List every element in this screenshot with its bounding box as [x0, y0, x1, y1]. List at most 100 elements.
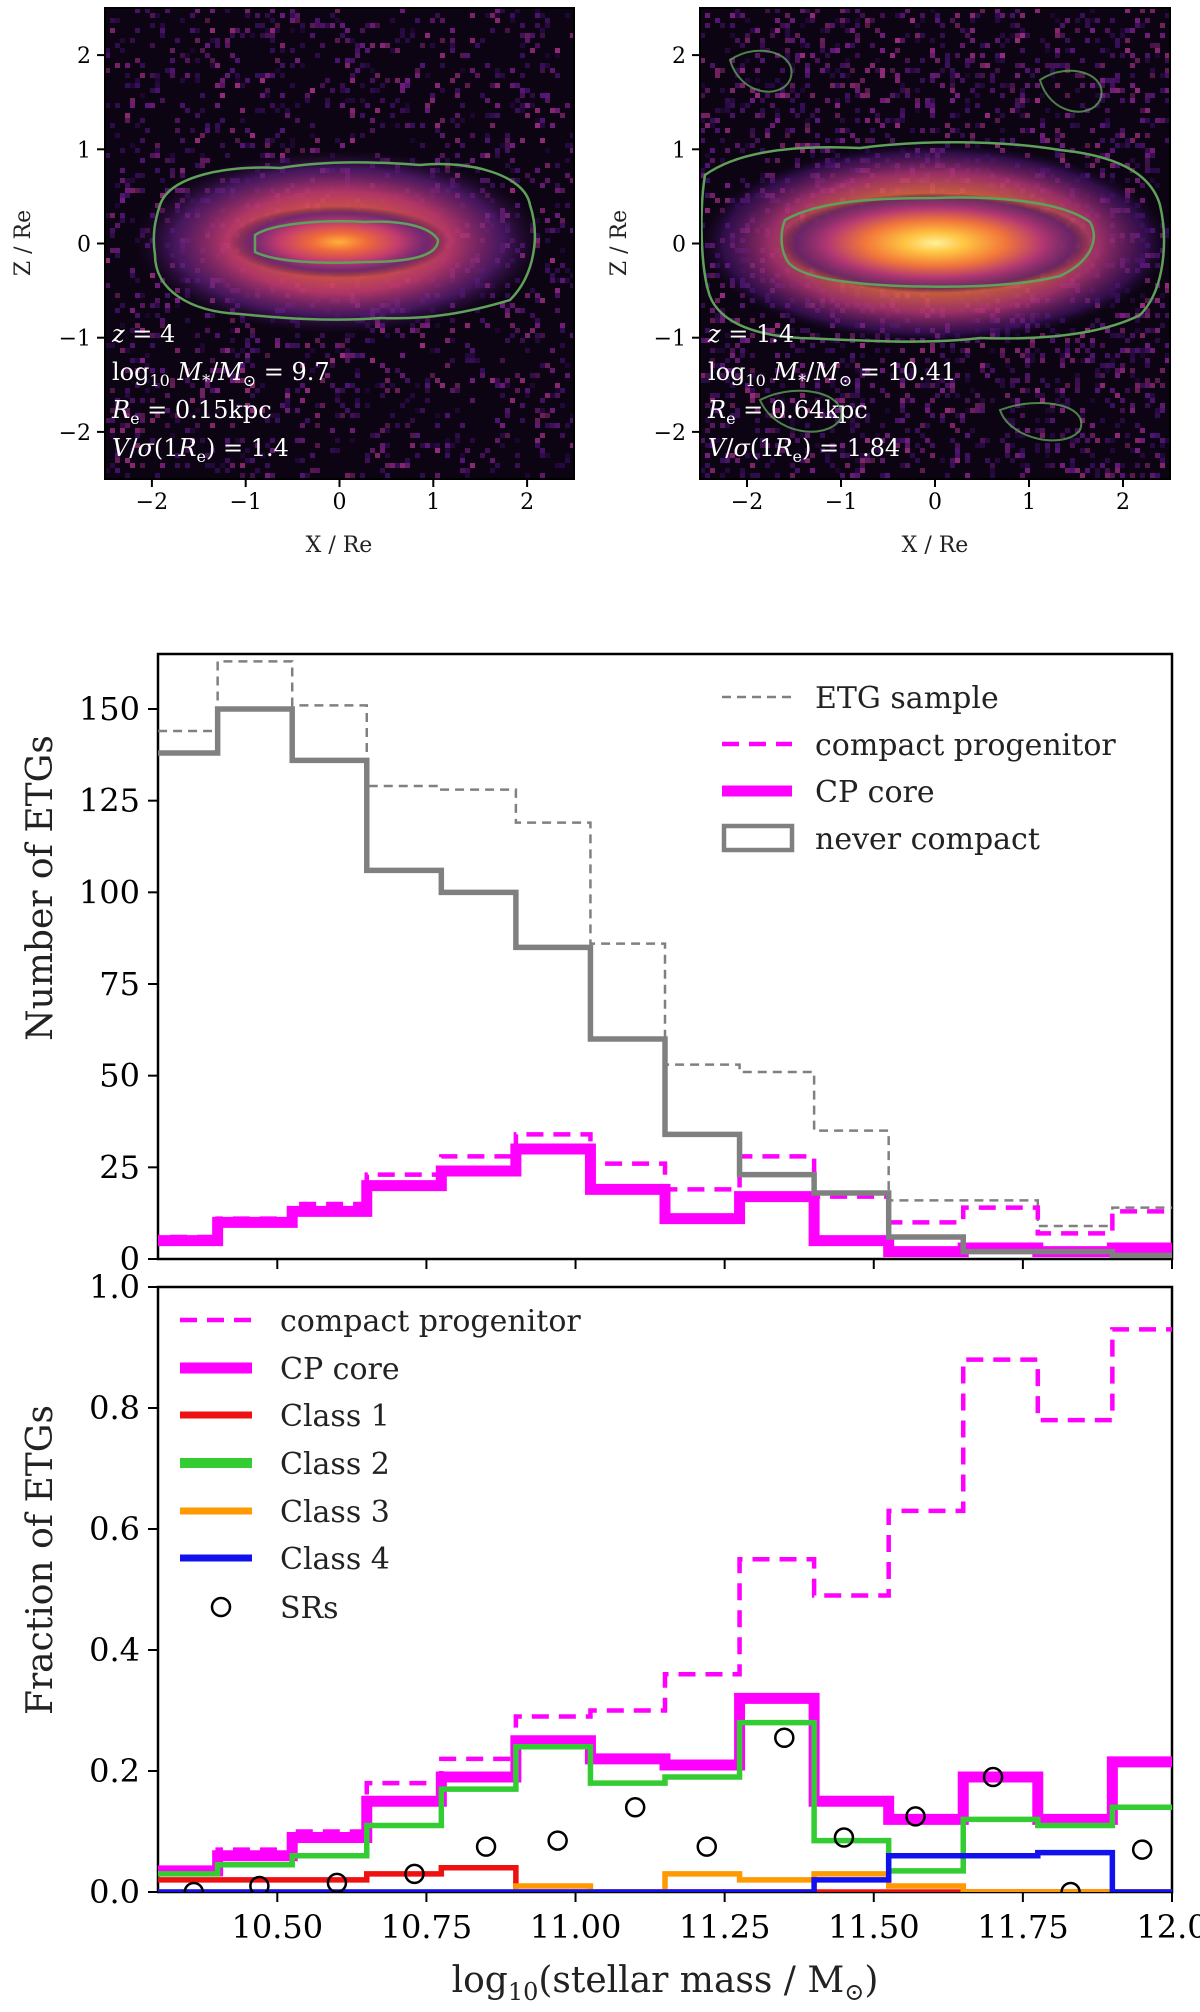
noise-pixel — [265, 418, 270, 423]
noise-pixel — [1040, 428, 1045, 433]
noise-pixel — [740, 83, 745, 88]
noise-pixel — [355, 388, 360, 393]
noise-pixel — [200, 393, 205, 398]
hist-fraction-series — [158, 1327, 1172, 1892]
noise-pixel — [1110, 363, 1115, 368]
noise-pixel — [1160, 458, 1165, 463]
noise-pixel — [760, 313, 765, 318]
noise-pixel — [935, 73, 940, 78]
noise-pixel — [725, 128, 730, 133]
noise-pixel — [300, 373, 305, 378]
noise-pixel — [1065, 348, 1070, 353]
noise-pixel — [385, 378, 390, 383]
noise-pixel — [905, 428, 910, 433]
noise-pixel — [455, 438, 460, 443]
noise-pixel — [880, 423, 885, 428]
noise-pixel — [240, 463, 245, 468]
noise-pixel — [515, 373, 520, 378]
noise-pixel — [915, 108, 920, 113]
noise-pixel — [840, 448, 845, 453]
noise-pixel — [1115, 78, 1120, 83]
noise-pixel — [500, 423, 505, 428]
noise-pixel — [1000, 93, 1005, 98]
noise-pixel — [560, 278, 565, 283]
hist-fraction-frame — [156, 1285, 1174, 1894]
noise-pixel — [1160, 368, 1165, 373]
noise-pixel — [800, 433, 805, 438]
noise-pixel — [305, 418, 310, 423]
noise-pixel — [130, 343, 135, 348]
noise-pixel — [850, 358, 855, 363]
noise-pixel — [365, 453, 370, 458]
noise-pixel — [1160, 23, 1165, 28]
noise-pixel — [1100, 83, 1105, 88]
noise-pixel — [760, 58, 765, 63]
noise-pixel — [825, 413, 830, 418]
noise-pixel — [290, 13, 295, 18]
noise-pixel — [275, 68, 280, 73]
noise-pixel — [985, 458, 990, 463]
noise-pixel — [545, 263, 550, 268]
noise-pixel — [790, 38, 795, 43]
noise-pixel — [1160, 73, 1165, 78]
noise-pixel — [1005, 443, 1010, 448]
noise-pixel — [785, 53, 790, 58]
noise-pixel — [130, 448, 135, 453]
noise-pixel — [1135, 378, 1140, 383]
noise-pixel — [965, 63, 970, 68]
noise-pixel — [815, 378, 820, 383]
noise-pixel — [755, 68, 760, 73]
noise-pixel — [525, 473, 530, 478]
noise-pixel — [1015, 348, 1020, 353]
noise-pixel — [1000, 33, 1005, 38]
legend-bottom-cpcore: CP core — [280, 1352, 400, 1387]
noise-pixel — [300, 23, 305, 28]
noise-pixel — [1045, 408, 1050, 413]
noise-pixel — [380, 98, 385, 103]
noise-pixel — [925, 438, 930, 443]
noise-pixel — [155, 153, 160, 158]
y-tick-label: 0.4 — [89, 1631, 140, 1669]
noise-pixel — [860, 13, 865, 18]
noise-pixel — [1005, 393, 1010, 398]
noise-pixel — [990, 463, 995, 468]
noise-pixel — [935, 393, 940, 398]
noise-pixel — [825, 138, 830, 143]
noise-pixel — [395, 423, 400, 428]
noise-pixel — [315, 423, 320, 428]
noise-pixel — [440, 133, 445, 138]
noise-pixel — [725, 458, 730, 463]
contour-right-outer — [700, 140, 1166, 343]
noise-pixel — [565, 423, 570, 428]
noise-pixel — [935, 378, 940, 383]
noise-pixel — [1125, 28, 1130, 33]
noise-pixel — [330, 428, 335, 433]
noise-pixel — [835, 138, 840, 143]
noise-pixel — [345, 58, 350, 63]
noise-pixel — [235, 438, 240, 443]
noise-pixel — [955, 428, 960, 433]
noise-pixel — [425, 33, 430, 38]
noise-pixel — [1125, 48, 1130, 53]
panel-left-ylabel: Z / Re — [11, 210, 36, 276]
noise-pixel — [900, 408, 905, 413]
noise-pixel — [125, 188, 130, 193]
noise-pixel — [935, 13, 940, 18]
noise-pixel — [885, 393, 890, 398]
noise-pixel — [245, 13, 250, 18]
noise-pixel — [195, 8, 200, 13]
noise-pixel — [1130, 353, 1135, 358]
noise-pixel — [1045, 453, 1050, 458]
noise-pixel — [1145, 158, 1150, 163]
noise-pixel — [535, 438, 540, 443]
noise-pixel — [325, 98, 330, 103]
noise-pixel — [730, 33, 735, 38]
noise-pixel — [990, 88, 995, 93]
noise-pixel — [235, 403, 240, 408]
noise-pixel — [855, 393, 860, 398]
noise-pixel — [180, 78, 185, 83]
panel-left-xlabel: X / Re — [306, 533, 373, 558]
noise-pixel — [890, 93, 895, 98]
noise-pixel — [555, 53, 560, 58]
noise-pixel — [510, 303, 515, 308]
